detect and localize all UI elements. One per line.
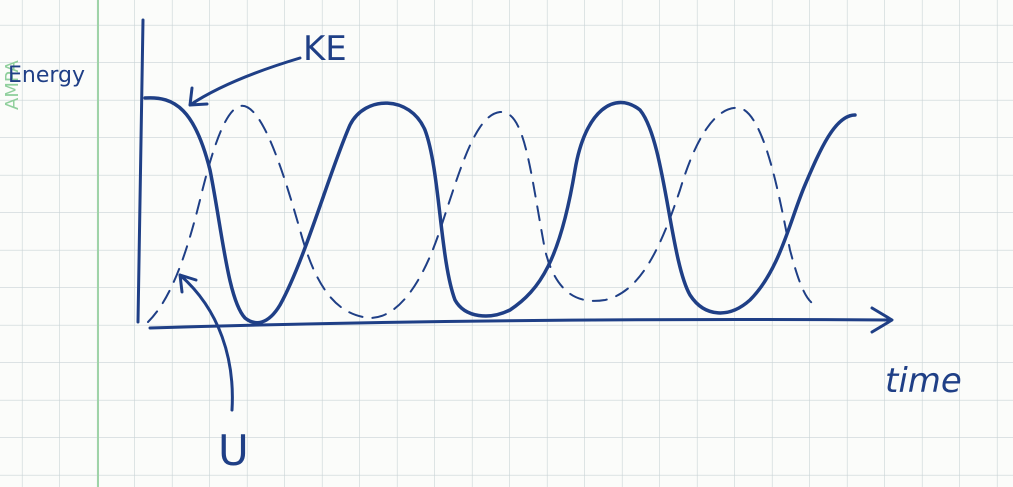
ke-label: KE — [303, 29, 347, 69]
x-axis — [148, 306, 894, 334]
u-curve — [147, 104, 816, 323]
y-axis — [136, 18, 145, 324]
y-axis-label: Energy — [8, 63, 85, 88]
ke-arrow — [188, 56, 302, 107]
u-arrow — [178, 273, 234, 412]
x-axis-label: time — [885, 361, 962, 401]
logo: AMPA — [2, 59, 23, 110]
u-label: U — [218, 426, 249, 475]
ke-curve — [143, 96, 857, 325]
